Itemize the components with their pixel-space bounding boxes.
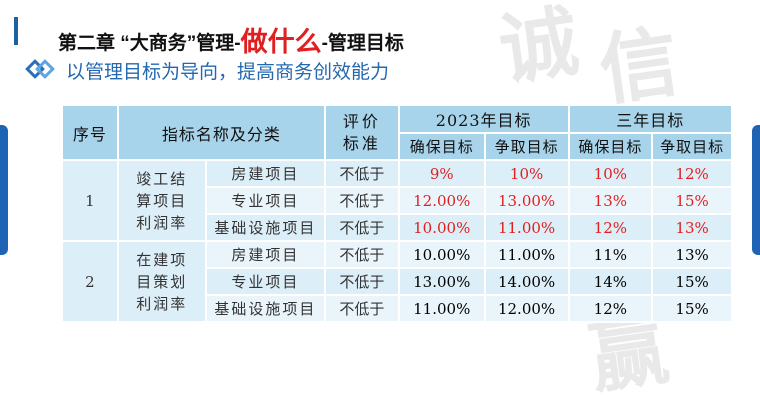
row-standard: 不低于: [324, 186, 400, 215]
row-guarantee-2023: 12.00%: [397, 186, 486, 215]
row-guarantee-3y: 10%: [567, 159, 654, 188]
targets-table: 序号 指标名称及分类 评价标准 2023年目标 三年目标 确保目标 争取目标 确…: [61, 104, 733, 323]
title-emphasis: 做什么: [240, 27, 322, 57]
row-standard: 不低于: [324, 240, 400, 269]
table-row: 1 竣工结算项目利润率 房建项目 不低于 9% 10% 10% 12%: [61, 159, 733, 242]
header-indicator: 指标名称及分类: [116, 104, 327, 161]
row-guarantee-2023: 13.00%: [397, 267, 486, 296]
table-row: 基础设施项目 不低于 10.00% 11.00% 12% 13%: [62, 213, 733, 242]
row-strive-2023: 10%: [483, 159, 570, 188]
title-accent-bar: [14, 17, 18, 45]
right-edge-decoration: [752, 125, 760, 255]
row-guarantee-3y: 13%: [567, 186, 654, 215]
row-strive-2023: 11.00%: [483, 213, 570, 242]
header-2023-guarantee: 确保目标: [397, 132, 486, 161]
row-strive-3y: 12%: [651, 159, 733, 188]
row-strive-2023: 11.00%: [483, 240, 570, 269]
row-strive-3y: 13%: [651, 240, 733, 269]
row-strive-3y: 13%: [651, 213, 733, 242]
row-guarantee-3y: 12%: [567, 213, 654, 242]
row-guarantee-2023: 11.00%: [397, 294, 486, 323]
row-guarantee-2023: 9%: [397, 159, 486, 188]
table-row: 基础设施项目 不低于 11.00% 12.00% 12% 15%: [62, 294, 733, 323]
row-strive-2023: 12.00%: [483, 294, 570, 323]
title-prefix: 第二章 “大商务”管理-: [58, 33, 241, 54]
watermark-char-3: 赢: [583, 304, 674, 405]
row-category: 专业项目: [204, 186, 327, 215]
row-standard: 不低于: [324, 159, 400, 188]
header-2023-target: 2023年目标: [397, 104, 570, 134]
group-seq: 2: [61, 240, 119, 323]
row-category: 专业项目: [204, 267, 327, 296]
header-3y-strive: 争取目标: [651, 132, 733, 161]
group-seq: 1: [61, 159, 119, 242]
row-category: 房建项目: [204, 159, 327, 188]
page-title: 第二章 “大商务”管理-做什么-管理目标: [58, 20, 404, 59]
row-strive-3y: 15%: [651, 186, 733, 215]
table-row: 专业项目 不低于 12.00% 13.00% 13% 15%: [62, 186, 733, 215]
row-standard: 不低于: [324, 267, 400, 296]
header-2023-strive: 争取目标: [483, 132, 570, 161]
row-guarantee-3y: 11%: [567, 240, 654, 269]
header-seq: 序号: [61, 104, 119, 161]
row-standard: 不低于: [324, 213, 400, 242]
group-name: 在建项目策划利润率: [116, 240, 207, 323]
row-strive-2023: 13.00%: [483, 186, 570, 215]
row-guarantee-3y: 12%: [567, 294, 654, 323]
row-standard: 不低于: [324, 294, 400, 323]
row-category: 基础设施项目: [204, 294, 327, 323]
left-edge-decoration: [0, 125, 8, 255]
row-guarantee-3y: 14%: [567, 267, 654, 296]
subtitle-row: 以管理目标为导向，提高商务创效能力: [25, 56, 390, 84]
header-3y-guarantee: 确保目标: [567, 132, 654, 161]
row-guarantee-2023: 10.00%: [397, 213, 486, 242]
header-standard: 评价标准: [324, 104, 400, 161]
subtitle-text: 以管理目标为导向，提高商务创效能力: [66, 61, 390, 83]
diamond-bullet-icon: [25, 59, 56, 81]
header-three-year-target: 三年目标: [567, 104, 733, 134]
row-category: 基础设施项目: [204, 213, 327, 242]
row-guarantee-2023: 10.00%: [397, 240, 486, 269]
row-strive-3y: 15%: [651, 294, 733, 323]
row-category: 房建项目: [204, 240, 327, 269]
table-row: 专业项目 不低于 13.00% 14.00% 14% 15%: [62, 267, 733, 296]
group-name: 竣工结算项目利润率: [116, 159, 207, 242]
row-strive-3y: 15%: [651, 267, 733, 296]
title-suffix: -管理目标: [321, 33, 404, 54]
row-strive-2023: 14.00%: [483, 267, 570, 296]
title-bar: 第二章 “大商务”管理-做什么-管理目标: [14, 14, 614, 57]
table-row: 2 在建项目策划利润率 房建项目 不低于 10.00% 11.00% 11% 1…: [61, 240, 733, 323]
